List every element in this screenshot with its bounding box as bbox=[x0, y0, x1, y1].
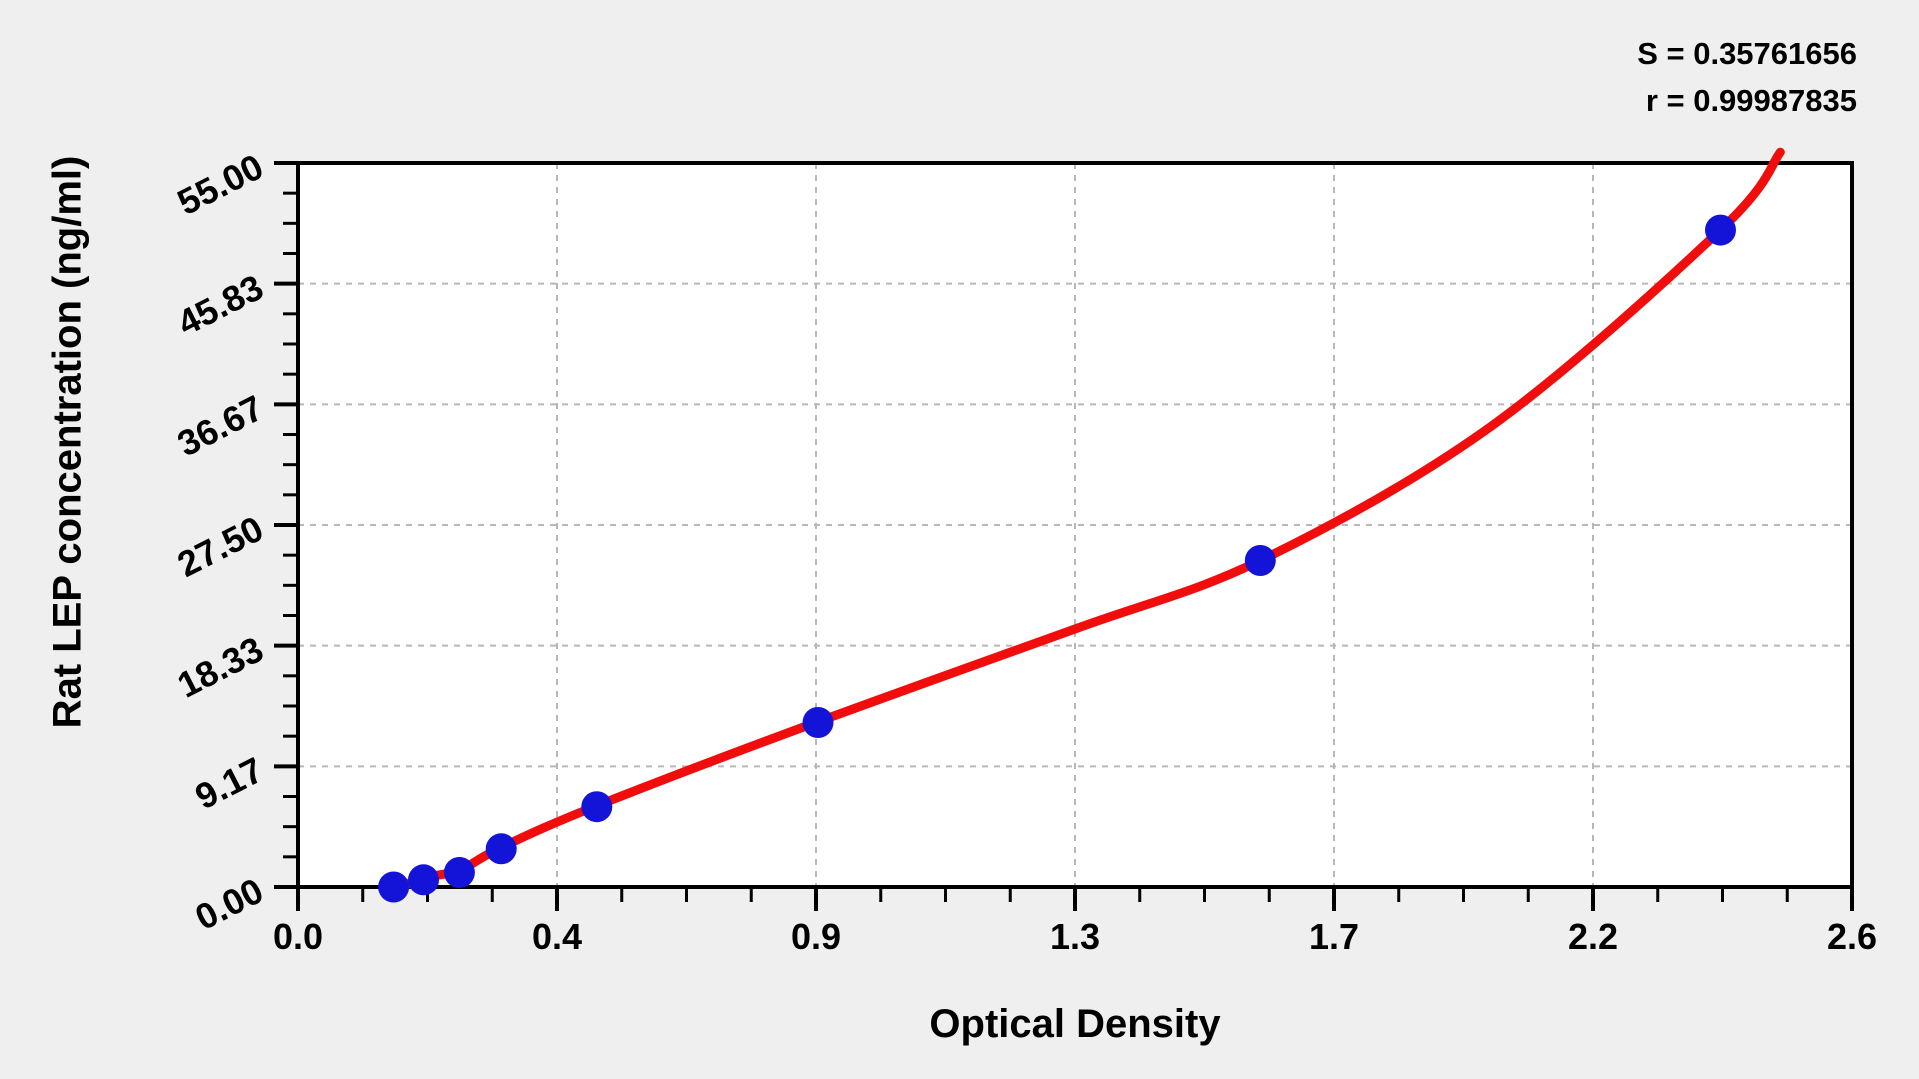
data-point bbox=[1705, 214, 1736, 246]
x-axis-title: Optical Density bbox=[929, 1002, 1221, 1046]
fitted-curve bbox=[392, 147, 1785, 893]
r-value-text: r = 0.99987835 bbox=[1645, 83, 1857, 118]
x-tick-label: 1.3 bbox=[1050, 916, 1100, 957]
y-axis-title: Rat LEP concentration (ng/ml) bbox=[45, 155, 90, 729]
data-point bbox=[1244, 545, 1276, 576]
data-point bbox=[802, 707, 834, 738]
data-point bbox=[378, 871, 410, 903]
y-tick-label: 18.33 bbox=[171, 628, 270, 705]
y-tick-label: 27.50 bbox=[171, 508, 270, 585]
s-value-text: S = 0.35761656 bbox=[1637, 36, 1857, 71]
x-tick-label: 0.0 bbox=[273, 916, 323, 957]
y-tick-label: 9.17 bbox=[189, 749, 270, 817]
x-tick-label: 1.7 bbox=[1309, 916, 1359, 957]
x-tick-label: 0.4 bbox=[532, 916, 582, 957]
data-point bbox=[485, 833, 517, 865]
data-point bbox=[443, 857, 475, 888]
data-point bbox=[581, 791, 613, 823]
fit-statistics: S = 0.35761656 r = 0.99987835 bbox=[1637, 30, 1857, 124]
x-tick-label: 0.9 bbox=[791, 916, 841, 957]
y-tick-label: 45.83 bbox=[171, 266, 270, 343]
y-tick-label: 0.00 bbox=[189, 870, 270, 938]
y-tick-label: 36.67 bbox=[171, 387, 270, 464]
y-tick-label: 55.00 bbox=[171, 146, 270, 223]
data-point bbox=[408, 864, 439, 896]
x-tick-label: 2.2 bbox=[1568, 916, 1618, 957]
x-tick-label: 2.6 bbox=[1827, 916, 1877, 957]
